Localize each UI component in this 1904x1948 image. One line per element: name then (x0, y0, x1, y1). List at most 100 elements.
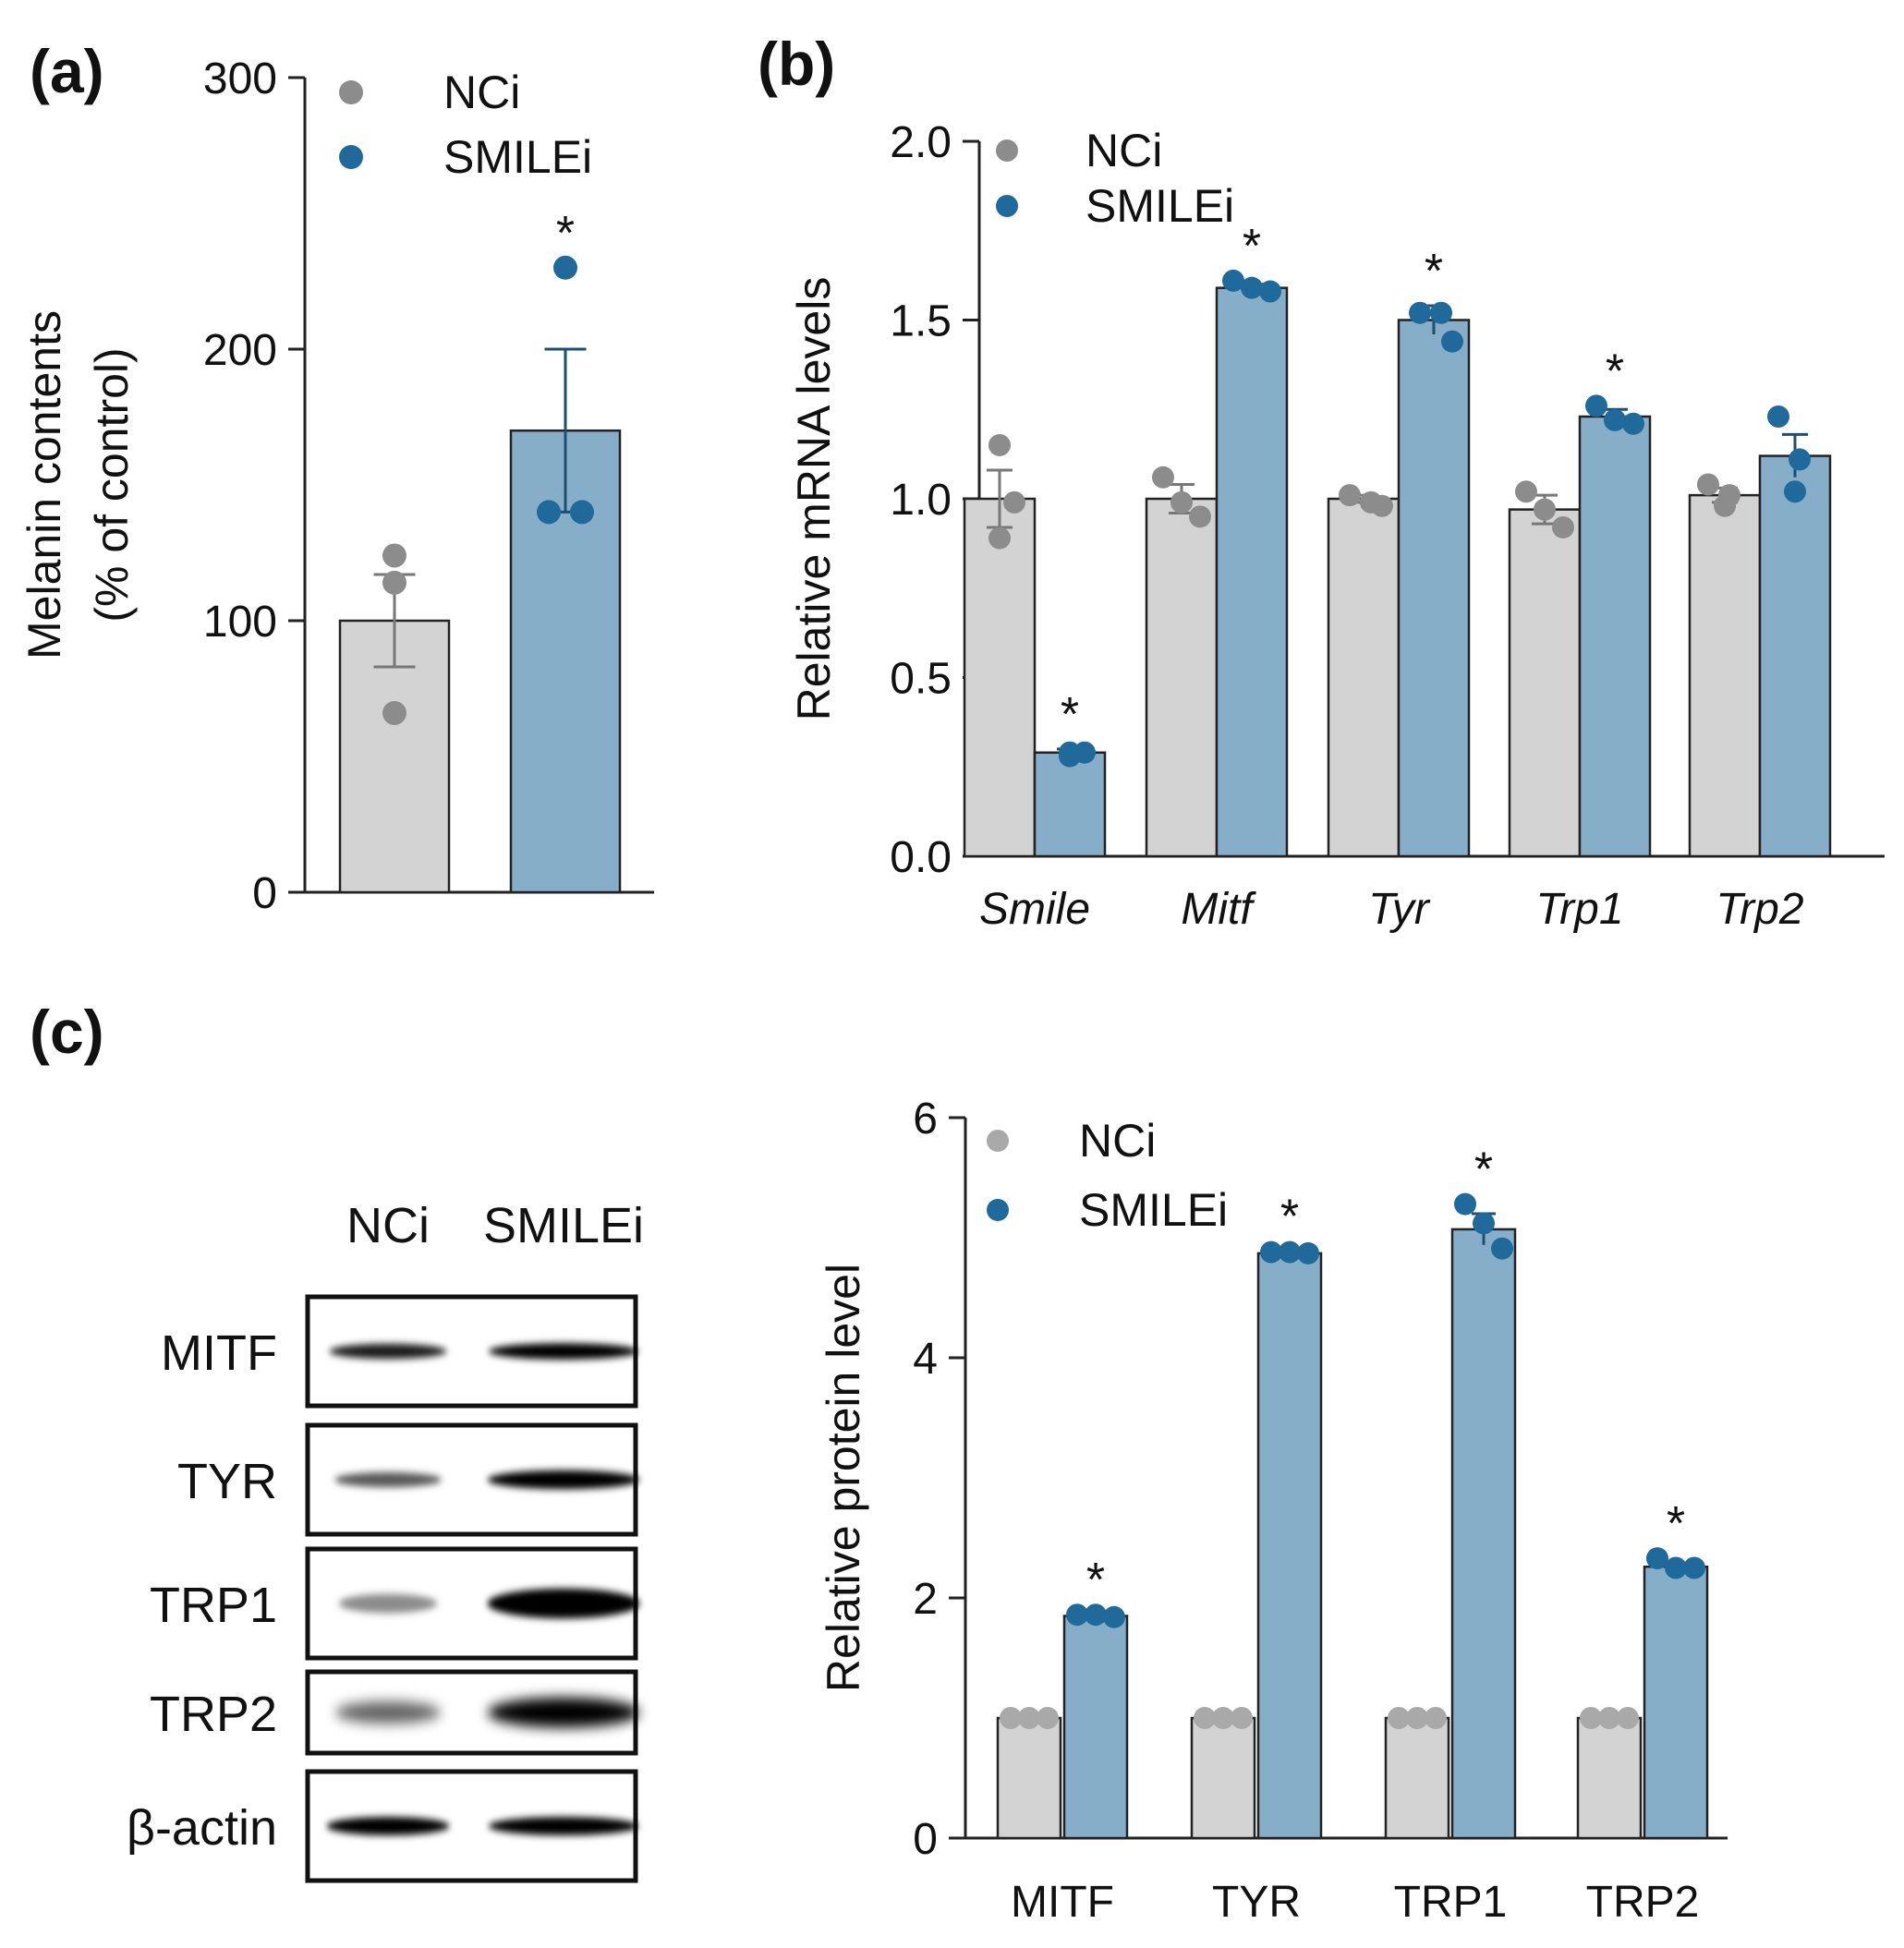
y-tick-label: 0.0 (890, 833, 952, 882)
bar-nci (1327, 497, 1401, 858)
data-point-nci (1371, 494, 1393, 517)
panel-c-label: (c) (30, 998, 104, 1066)
data-point-smilei (1222, 269, 1244, 292)
data-point-smilei (1103, 1605, 1125, 1628)
y-tick-label: 0 (252, 869, 277, 918)
data-point-nci (1714, 494, 1736, 517)
blot-band (329, 1343, 447, 1360)
y-tick-label: 2.0 (890, 118, 952, 167)
x-category-label: TRP1 (1394, 1878, 1508, 1927)
data-point-smilei (1066, 1603, 1088, 1627)
legend-label-nci: NCi (443, 67, 520, 118)
data-point-nci (1339, 484, 1361, 507)
bar-smilei (1643, 1565, 1709, 1840)
y-tick-label: 0.5 (890, 655, 952, 704)
western-blot: NCi SMILEi MITF TYR TRP1 TRP2 β-actin (127, 1198, 644, 1883)
bar-smilei (1450, 1228, 1517, 1840)
x-category-label: TRP2 (1586, 1878, 1700, 1927)
data-point-nci (1170, 490, 1193, 514)
blot-band (326, 1817, 450, 1835)
x-category-label: Mitf (1181, 885, 1256, 934)
y-axis-title: Relative mRNA levels (788, 277, 840, 721)
data-point-nci (382, 570, 406, 595)
legend-marker-nci (339, 80, 363, 104)
bar-smilei (1758, 454, 1832, 858)
data-point-smilei (553, 255, 577, 280)
bar-nci (996, 1716, 1062, 1840)
data-point-nci (1617, 1707, 1639, 1729)
chart-c: 0 2 4 6 Relative protein level * * * * MITF TYR TRP… (818, 1095, 1728, 1927)
data-point-nci (1580, 1707, 1602, 1729)
bar-nci (1384, 1716, 1450, 1840)
significance-marker: * (1606, 345, 1624, 398)
chart-a: 0 100 200 300 Melanin contents (% of control)… (18, 54, 654, 918)
data-point-smilei (1297, 1241, 1319, 1264)
y-tick-label: 100 (203, 598, 277, 647)
blot-label-trp2: TRP2 (150, 1687, 277, 1742)
y-tick-label: 4 (913, 1335, 938, 1384)
legend-marker-smilei (339, 145, 363, 169)
data-point-nci (382, 700, 406, 725)
data-point-nci (1406, 1707, 1428, 1729)
y-axis-title: (% of control) (86, 347, 138, 622)
data-point-smilei (1473, 1212, 1495, 1235)
x-category-label: Trp2 (1716, 885, 1803, 934)
lane-label-smilei: SMILEi (483, 1198, 644, 1253)
data-point-smilei (1784, 480, 1806, 503)
significance-marker: * (1061, 688, 1079, 742)
legend-marker-smilei (987, 1199, 1009, 1221)
y-tick-label: 1.0 (890, 476, 952, 525)
legend-label-smilei: SMILEi (1079, 1184, 1228, 1236)
blot-label-tyr: TYR (177, 1454, 277, 1509)
blot-label-trp1: TRP1 (150, 1578, 277, 1633)
data-point-smilei (1585, 394, 1607, 417)
bar-nci (1688, 493, 1762, 858)
data-point-nci (382, 543, 406, 568)
panel-b-label: (b) (758, 30, 835, 98)
data-point-nci (988, 526, 1011, 550)
blot-band (338, 1593, 438, 1614)
blot-label-β-actin: β-actin (127, 1800, 277, 1856)
data-point-nci (1598, 1707, 1620, 1729)
blot-label-mitf: MITF (161, 1325, 277, 1381)
legend-label-smilei: SMILEi (1085, 180, 1234, 232)
data-point-smilei (1441, 330, 1463, 353)
data-point-smilei (1430, 301, 1452, 324)
y-tick-label: 1.5 (890, 297, 952, 346)
data-point-smilei (1789, 448, 1811, 471)
blot-band (334, 1471, 442, 1488)
data-point-nci (1037, 1707, 1059, 1729)
data-point-smilei (1622, 412, 1644, 435)
bar-smilei (1578, 415, 1652, 858)
significance-marker: * (1425, 245, 1443, 298)
x-category-label: Tyr (1368, 885, 1431, 934)
bar-smilei (1215, 286, 1289, 858)
data-point-smilei (1279, 1240, 1301, 1264)
data-point-smilei (1241, 276, 1263, 299)
panel-a-label: (a) (30, 37, 104, 105)
data-point-nci (1697, 473, 1719, 496)
data-point-nci (1189, 505, 1211, 528)
blot-band (487, 1697, 640, 1728)
bar-nci (1190, 1716, 1256, 1840)
data-point-nci (1534, 498, 1556, 521)
legend-marker-nci (987, 1130, 1009, 1152)
data-point-smilei (1604, 408, 1626, 431)
data-point-smilei (1059, 744, 1081, 768)
legend-label-nci: NCi (1085, 125, 1162, 176)
data-point-smilei (537, 500, 561, 525)
data-point-nci (1388, 1707, 1410, 1729)
significance-marker: * (1474, 1143, 1493, 1197)
data-point-smilei (1454, 1192, 1476, 1216)
data-point-smilei (1646, 1547, 1668, 1570)
data-point-nci (1152, 466, 1174, 489)
data-point-nci (1000, 1707, 1022, 1729)
legend-label-smilei: SMILEi (443, 131, 592, 183)
y-axis-title: Relative protein level (818, 1264, 869, 1692)
x-category-label: Trp1 (1535, 885, 1623, 934)
x-category-label: MITF (1011, 1878, 1114, 1927)
data-point-smilei (1260, 1240, 1282, 1264)
y-axis-title: Melanin contents (18, 310, 70, 659)
y-tick-label: 200 (203, 326, 277, 375)
